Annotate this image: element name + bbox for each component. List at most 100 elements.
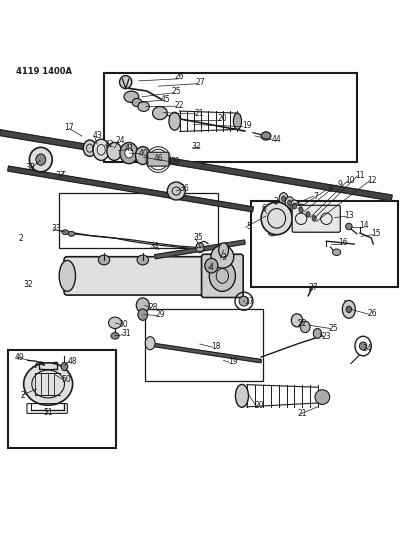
Ellipse shape xyxy=(282,196,286,201)
Ellipse shape xyxy=(299,207,303,213)
Ellipse shape xyxy=(153,107,167,119)
Text: 18: 18 xyxy=(211,342,221,351)
Text: 21: 21 xyxy=(194,109,204,118)
Ellipse shape xyxy=(333,249,341,255)
Ellipse shape xyxy=(268,230,277,236)
Text: 22: 22 xyxy=(175,101,184,110)
Ellipse shape xyxy=(306,212,310,217)
Ellipse shape xyxy=(196,243,204,253)
Ellipse shape xyxy=(93,139,109,160)
Ellipse shape xyxy=(233,113,242,130)
Text: 50: 50 xyxy=(61,375,71,384)
Ellipse shape xyxy=(342,301,355,318)
Text: 25: 25 xyxy=(171,87,181,96)
Ellipse shape xyxy=(145,337,155,350)
Text: 26: 26 xyxy=(175,72,184,81)
Ellipse shape xyxy=(235,384,248,407)
Text: 27: 27 xyxy=(308,283,318,292)
Text: 28: 28 xyxy=(148,303,158,312)
Ellipse shape xyxy=(61,362,68,370)
Ellipse shape xyxy=(313,328,322,338)
Bar xyxy=(104,72,357,163)
Text: 12: 12 xyxy=(367,176,377,185)
Polygon shape xyxy=(8,166,253,212)
Text: 29: 29 xyxy=(155,310,165,319)
Text: 35: 35 xyxy=(193,232,203,241)
Text: 6: 6 xyxy=(262,204,267,213)
Text: 43: 43 xyxy=(92,132,102,140)
Ellipse shape xyxy=(62,230,69,235)
Text: 19: 19 xyxy=(242,121,252,130)
Text: 48: 48 xyxy=(68,357,78,366)
Text: 16: 16 xyxy=(338,238,348,247)
Text: 4: 4 xyxy=(209,263,214,272)
Text: 46: 46 xyxy=(153,154,163,163)
Ellipse shape xyxy=(24,363,73,405)
Ellipse shape xyxy=(68,231,75,236)
Ellipse shape xyxy=(219,243,228,257)
Text: 7: 7 xyxy=(314,192,319,201)
Text: 51: 51 xyxy=(43,408,53,417)
Text: 2: 2 xyxy=(20,391,25,400)
Text: 9: 9 xyxy=(337,180,342,189)
Ellipse shape xyxy=(138,102,149,111)
Text: 5: 5 xyxy=(246,222,251,231)
Text: 4119 1400A: 4119 1400A xyxy=(16,67,72,76)
Text: 20: 20 xyxy=(217,114,227,123)
FancyBboxPatch shape xyxy=(64,257,217,295)
Ellipse shape xyxy=(285,197,294,209)
Ellipse shape xyxy=(167,182,185,200)
Text: 8: 8 xyxy=(327,185,332,195)
Ellipse shape xyxy=(288,200,292,206)
Polygon shape xyxy=(0,130,392,201)
Ellipse shape xyxy=(136,298,149,312)
Ellipse shape xyxy=(290,200,299,212)
Ellipse shape xyxy=(346,306,352,312)
Ellipse shape xyxy=(291,314,303,327)
Text: 23: 23 xyxy=(322,332,331,341)
Text: 17: 17 xyxy=(64,123,73,132)
Text: 31: 31 xyxy=(122,329,131,338)
Text: 21: 21 xyxy=(298,409,308,418)
Ellipse shape xyxy=(359,342,367,350)
Ellipse shape xyxy=(261,202,292,235)
Text: 20: 20 xyxy=(254,401,264,410)
Text: 11: 11 xyxy=(355,172,365,181)
Text: 32: 32 xyxy=(191,142,201,151)
Bar xyxy=(145,309,263,381)
Text: 38: 38 xyxy=(26,163,35,172)
Ellipse shape xyxy=(36,154,46,165)
Ellipse shape xyxy=(132,99,142,107)
Text: 34: 34 xyxy=(149,243,159,252)
Text: 13: 13 xyxy=(344,211,354,220)
Text: 49: 49 xyxy=(15,352,24,361)
Ellipse shape xyxy=(267,225,275,231)
Text: 22: 22 xyxy=(298,319,308,328)
Ellipse shape xyxy=(137,255,149,265)
Text: 42: 42 xyxy=(104,140,114,149)
Ellipse shape xyxy=(304,208,313,221)
Bar xyxy=(251,201,398,287)
Text: 25: 25 xyxy=(329,324,339,333)
Ellipse shape xyxy=(98,255,110,265)
Ellipse shape xyxy=(310,212,319,224)
Ellipse shape xyxy=(300,321,310,333)
Ellipse shape xyxy=(209,261,235,292)
Text: 2: 2 xyxy=(19,235,24,243)
Ellipse shape xyxy=(262,211,270,216)
Ellipse shape xyxy=(125,148,133,158)
Text: 44: 44 xyxy=(272,135,282,144)
Text: 24: 24 xyxy=(362,344,372,353)
Ellipse shape xyxy=(107,142,122,160)
Polygon shape xyxy=(147,342,262,363)
Text: 33: 33 xyxy=(51,224,61,233)
Text: 2: 2 xyxy=(273,197,278,206)
Ellipse shape xyxy=(111,333,119,339)
Polygon shape xyxy=(155,240,245,259)
Text: 30: 30 xyxy=(118,320,128,329)
Ellipse shape xyxy=(239,296,249,306)
Ellipse shape xyxy=(83,140,96,156)
Text: 39: 39 xyxy=(171,157,180,166)
Text: 32: 32 xyxy=(23,280,33,289)
FancyBboxPatch shape xyxy=(148,152,169,166)
